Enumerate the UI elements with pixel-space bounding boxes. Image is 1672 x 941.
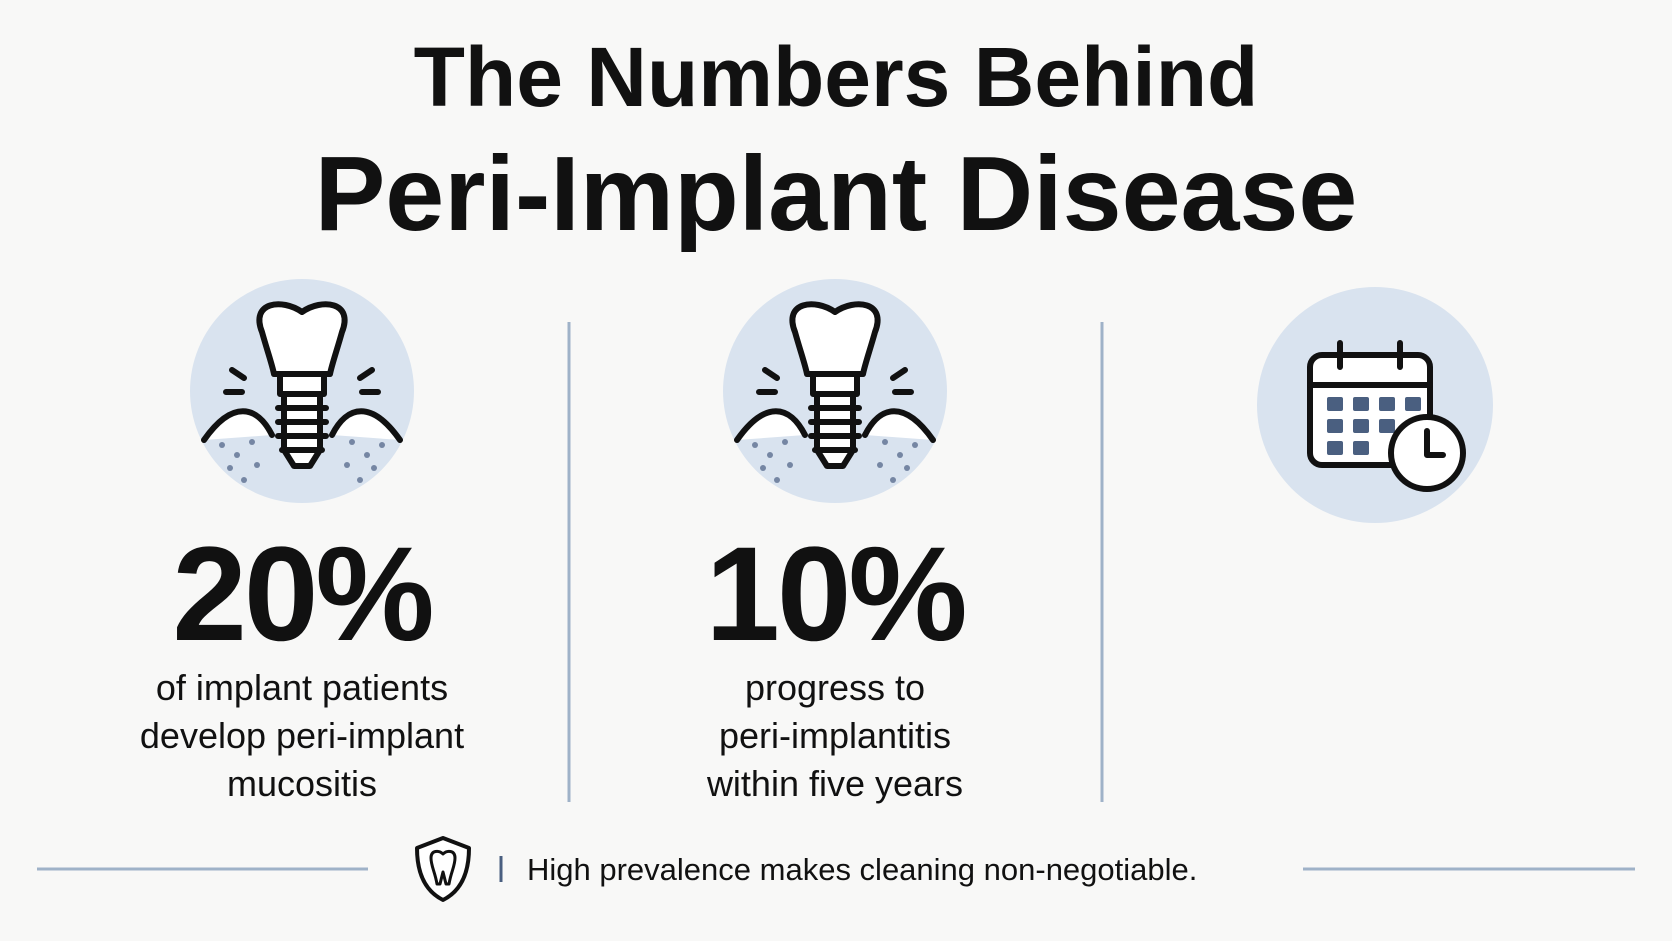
stat-value: 20% xyxy=(172,520,431,669)
stat-value: 10% xyxy=(705,520,964,669)
stat-description: of implant patients xyxy=(156,667,448,708)
stat-description: develop peri-implant xyxy=(140,715,464,756)
stat-description: within five years xyxy=(706,763,963,804)
stat-description: progress to xyxy=(745,667,925,708)
shield-icon xyxy=(415,836,471,902)
stat-description: peri-implantitis xyxy=(719,715,951,756)
footer-text: High prevalence makes cleaning non-negot… xyxy=(527,852,1197,887)
title-line2: Peri-Implant Disease xyxy=(315,135,1358,253)
calendar-icon xyxy=(1307,340,1466,492)
title-line1: The Numbers Behind xyxy=(414,30,1259,124)
stat-description: mucositis xyxy=(227,763,377,804)
